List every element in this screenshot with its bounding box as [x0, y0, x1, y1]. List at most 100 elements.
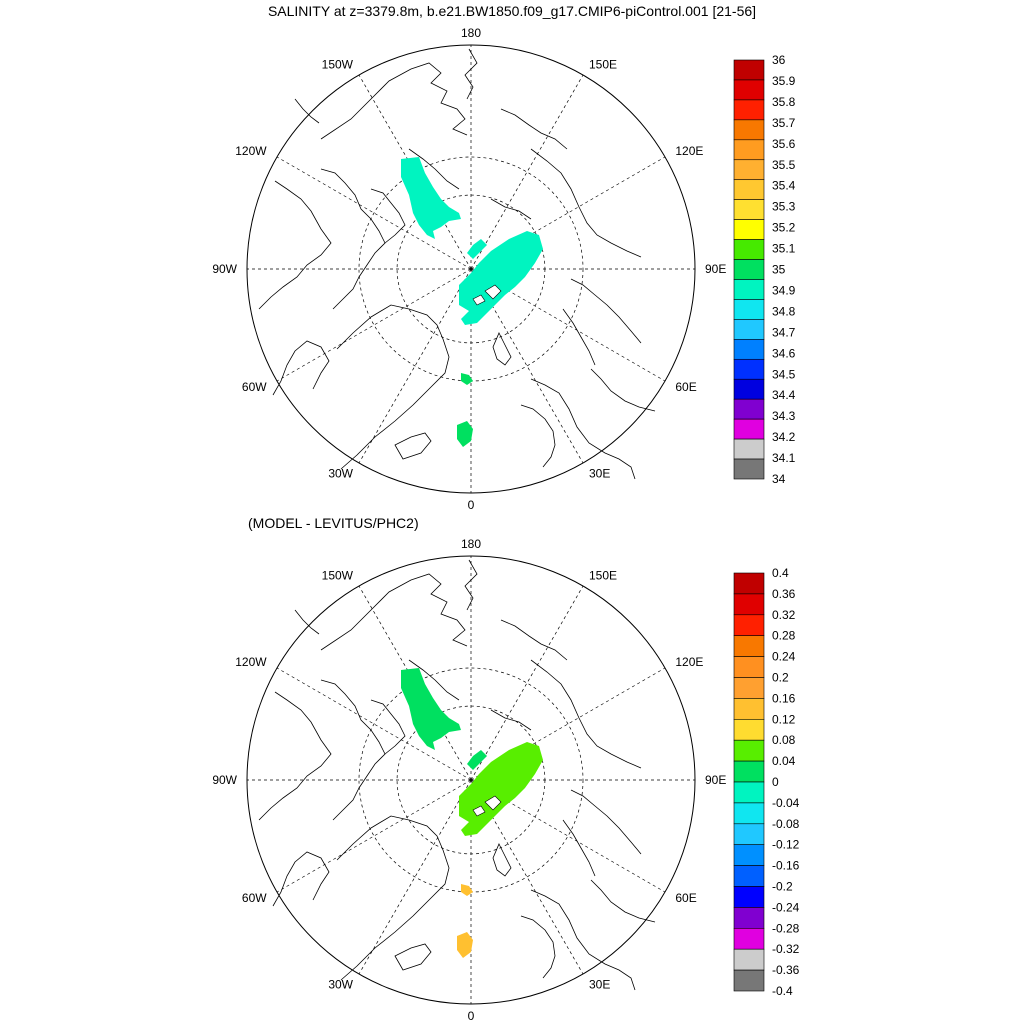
coastline — [394, 432, 432, 460]
meridian-line — [276, 268, 472, 382]
colorbar-swatch — [733, 299, 765, 320]
coastline — [272, 851, 330, 907]
coastline — [490, 198, 532, 220]
coastline — [370, 188, 406, 244]
data-gap — [472, 294, 486, 306]
colorbar-swatch — [733, 99, 765, 121]
colorbar-swatch — [733, 418, 765, 440]
colorbar-swatch — [733, 865, 765, 887]
colorbar-tick-label: 34 — [772, 472, 786, 486]
colorbar-swatch — [733, 339, 765, 360]
coastline — [464, 559, 478, 611]
longitude-label-e30: 30E — [589, 466, 610, 480]
longitude-label-e120: 120E — [675, 655, 703, 669]
lomonosov-region — [467, 750, 487, 770]
colorbar-swatch — [733, 927, 765, 950]
longitude-label-left: 90W — [212, 262, 237, 276]
coastline — [408, 148, 460, 190]
data-gap — [484, 284, 502, 300]
colorbar-swatch — [733, 844, 765, 866]
longitude-label-e30: 30E — [589, 977, 610, 991]
coastline — [520, 404, 556, 468]
colorbar-swatch — [733, 59, 765, 81]
data-gap — [484, 795, 502, 811]
coastline — [530, 378, 636, 480]
coastline — [500, 619, 568, 661]
colorbar-tick-label: -0.36 — [772, 963, 800, 977]
longitude-label-w150: 150W — [322, 569, 354, 583]
coastline — [408, 659, 460, 701]
colorbar-swatch — [733, 179, 765, 200]
colorbar-swatch — [733, 139, 765, 161]
colorbar-tick-label: 0.16 — [772, 691, 796, 705]
longitude-label-w30: 30W — [328, 977, 353, 991]
coastline — [492, 332, 512, 366]
coastline — [492, 843, 512, 877]
coastline — [520, 915, 556, 979]
coastline — [394, 943, 432, 971]
colorbar-swatch — [733, 119, 765, 141]
coastline — [590, 879, 656, 923]
coastlines — [258, 559, 656, 991]
colorbar-swatch — [733, 358, 765, 380]
longitude-label-right: 90E — [705, 773, 726, 787]
colorbar-tick-label: 35.1 — [772, 242, 796, 256]
colorbar-tick-label: 0.04 — [772, 754, 796, 768]
meridian-line — [470, 585, 584, 781]
colorbar-swatch — [733, 698, 765, 720]
coastline — [562, 819, 596, 877]
colorbar-swatch — [733, 438, 765, 460]
coastline — [530, 148, 642, 258]
meridian-line — [358, 74, 472, 270]
colorbar-tick-label: 35.5 — [772, 158, 796, 172]
colorbar-swatch — [733, 969, 765, 992]
colorbar-swatch — [733, 656, 765, 678]
colorbar-tick-label: 0.12 — [772, 712, 796, 726]
longitude-label-bottom: 0 — [468, 1009, 475, 1023]
longitude-label-bottom: 0 — [468, 498, 475, 512]
greenland-sea-region — [457, 421, 473, 447]
colorbar-tick-label: 0.28 — [772, 629, 796, 643]
colorbar-tick-label: 35.3 — [772, 200, 796, 214]
meridian-line — [276, 156, 472, 270]
colorbar: 0.4 0.36 0.32 0.28 0.24 0.2 0.16 0.12 0.08 0.04 0 -… — [733, 566, 800, 998]
colorbar-tick-label: 34.8 — [772, 304, 796, 318]
coastline — [370, 699, 406, 755]
colorbar-swatch — [733, 823, 765, 845]
colorbar-swatch — [733, 948, 765, 971]
longitude-label-e120: 120E — [675, 144, 703, 158]
colorbar-tick-label: 0.08 — [772, 733, 796, 747]
colorbar-tick-label: 34.9 — [772, 283, 796, 297]
canada-basin-region — [401, 668, 461, 750]
colorbar-swatch — [733, 572, 765, 595]
colorbar-swatch — [733, 159, 765, 181]
colorbar-tick-label: -0.16 — [772, 859, 800, 873]
colorbar-tick-label: 0.36 — [772, 587, 796, 601]
longitude-label-w120: 120W — [235, 144, 267, 158]
colorbar-swatch — [733, 802, 765, 825]
colorbar-tick-label: 35.8 — [772, 95, 796, 109]
colorbar-tick-label: -0.12 — [772, 838, 800, 852]
colorbar-swatch — [733, 718, 765, 741]
meridian-line — [276, 779, 472, 893]
longitude-label-e60: 60E — [675, 891, 696, 905]
coastline — [336, 815, 450, 981]
colorbar-swatch — [733, 593, 765, 616]
longitude-label-w120: 120W — [235, 655, 267, 669]
colorbar-swatch — [733, 319, 765, 340]
colorbar-swatch — [733, 219, 765, 240]
longitude-label-right: 90E — [705, 262, 726, 276]
colorbar-tick-label: 35.7 — [772, 116, 796, 130]
colorbar-tick-label: 35 — [772, 263, 786, 277]
coastline — [530, 659, 642, 769]
longitude-label-top: 180 — [461, 537, 481, 551]
colorbar-swatch — [733, 239, 765, 260]
colorbar-swatch — [733, 781, 765, 804]
colorbar-tick-label: 0.4 — [772, 566, 789, 580]
colorbar-swatch — [733, 279, 765, 300]
colorbar-swatch — [733, 677, 765, 699]
longitude-label-e150: 150E — [589, 58, 617, 72]
meridian-line — [358, 268, 472, 464]
colorbar-tick-label: 34.5 — [772, 367, 796, 381]
data-field — [401, 157, 543, 447]
